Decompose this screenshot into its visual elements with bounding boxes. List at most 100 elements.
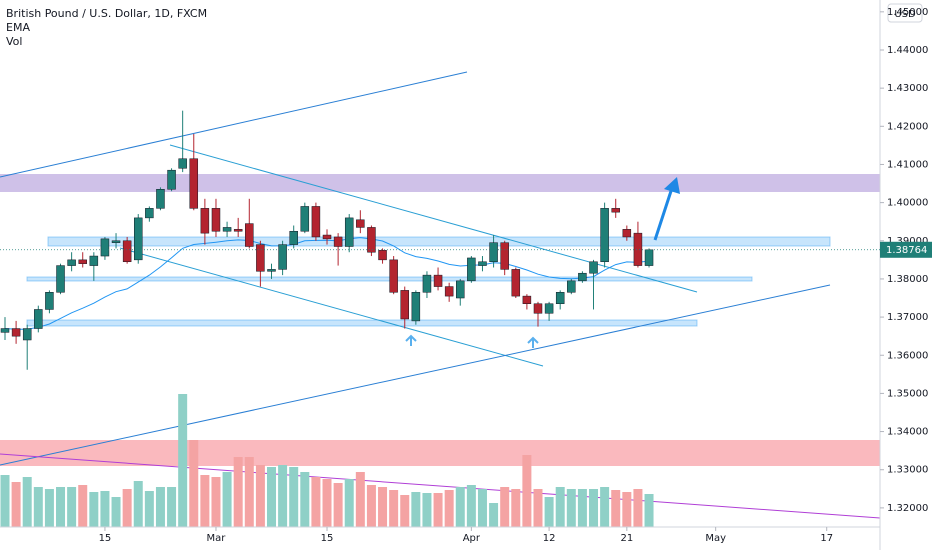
volume-bar: [544, 497, 554, 527]
zone: [26, 319, 698, 327]
volume-bar: [111, 497, 121, 527]
candle-body: [111, 240, 121, 243]
candle-body: [322, 234, 332, 240]
candle-body: [467, 257, 476, 282]
volume-bar: [0, 475, 10, 527]
volume-bar: [622, 492, 632, 527]
volume-bar: [266, 467, 276, 527]
candle-body: [644, 249, 654, 266]
candle-body: [422, 274, 432, 293]
volume-bar: [44, 489, 54, 527]
x-tick-label: 15: [321, 533, 334, 544]
y-tick-label: 1.40000: [887, 198, 928, 209]
candle-body: [311, 206, 321, 238]
volume-bar: [600, 487, 610, 527]
volume-bar: [477, 489, 487, 527]
y-tick-label: 1.34000: [887, 427, 928, 438]
arrow: [527, 336, 539, 348]
volume-bar: [355, 472, 365, 527]
candle-body: [344, 217, 354, 247]
candle-body: [589, 261, 598, 274]
candle-body: [278, 244, 287, 270]
candle-body: [544, 303, 554, 314]
candle-body: [555, 292, 565, 304]
candle-body: [267, 269, 276, 272]
candle-body: [611, 208, 620, 213]
candle-body: [233, 229, 243, 232]
volume-bar: [433, 493, 443, 527]
volume-bar: [56, 487, 66, 527]
candle-body: [478, 261, 487, 266]
volume-bar: [489, 503, 499, 527]
candle-body: [167, 169, 176, 190]
volume-bar: [400, 495, 410, 527]
candle-body: [200, 208, 210, 234]
currency-label[interactable]: USD: [894, 9, 916, 20]
candle-body: [400, 290, 409, 320]
candle-body: [256, 244, 265, 272]
candle-body: [133, 217, 143, 261]
y-tick-label: 1.39000: [887, 236, 928, 247]
volume-bar: [222, 472, 232, 527]
y-tick-label: 1.33000: [887, 465, 928, 476]
volume-bar: [122, 489, 132, 527]
volume-bar: [67, 487, 77, 527]
trend-line: [119, 247, 544, 367]
volume-bar: [378, 487, 388, 527]
volume-bar: [422, 493, 432, 527]
volume-bar: [100, 491, 110, 527]
trend-line: [0, 71, 468, 178]
x-tick-label: 15: [99, 533, 112, 544]
candle-body: [122, 240, 132, 263]
candle-body: [78, 259, 87, 264]
candle-body: [456, 280, 465, 299]
zone: [47, 236, 831, 247]
candle-body: [567, 280, 576, 293]
candle-body: [245, 223, 254, 247]
candle-body: [289, 230, 298, 245]
volume-bar: [389, 490, 399, 527]
volume-bar: [11, 482, 21, 527]
currency-box[interactable]: [887, 3, 923, 23]
volume-bar: [589, 489, 599, 527]
trend-line: [0, 284, 831, 466]
candle-body: [411, 292, 421, 322]
volume-bar: [233, 457, 243, 527]
volume-bar: [178, 394, 188, 527]
y-tick-label: 1.43000: [887, 83, 928, 94]
candle-body: [389, 259, 398, 293]
candle-body: [533, 303, 543, 314]
x-tick-label: Mar: [207, 533, 227, 544]
candle-body: [22, 328, 32, 341]
last-price-label: 1.38764: [886, 245, 927, 256]
volume-bar: [466, 485, 476, 527]
volume-bar: [289, 467, 299, 527]
candle-body: [222, 227, 232, 232]
candle-body: [300, 206, 310, 232]
trend-line: [0, 453, 881, 519]
candle-body: [356, 219, 365, 228]
indicator-label: EMA: [6, 21, 30, 34]
candle-body: [367, 227, 376, 253]
volume-bar: [333, 483, 343, 527]
x-tick-label: 12: [543, 533, 556, 544]
x-tick-label: Apr: [463, 533, 481, 544]
y-tick-label: 1.42000: [887, 121, 928, 132]
x-tick-label: May: [705, 533, 726, 544]
y-tick-label: 1.36000: [887, 350, 928, 361]
y-tick-label: 1.45000: [887, 7, 928, 18]
candle-body: [11, 328, 21, 337]
candle-body: [522, 295, 532, 304]
candle-body: [67, 259, 76, 266]
volume-bar: [133, 481, 143, 527]
volume-bar: [33, 487, 43, 527]
candle-body: [100, 238, 110, 257]
volume-bar: [455, 487, 465, 527]
candle-body: [489, 242, 498, 263]
volume-bar: [22, 477, 32, 527]
volume-bar: [278, 465, 288, 527]
y-tick-label: 1.44000: [887, 45, 928, 56]
resistance-zone: [0, 174, 880, 192]
candle-body: [178, 158, 187, 169]
candle-body: [45, 292, 54, 310]
